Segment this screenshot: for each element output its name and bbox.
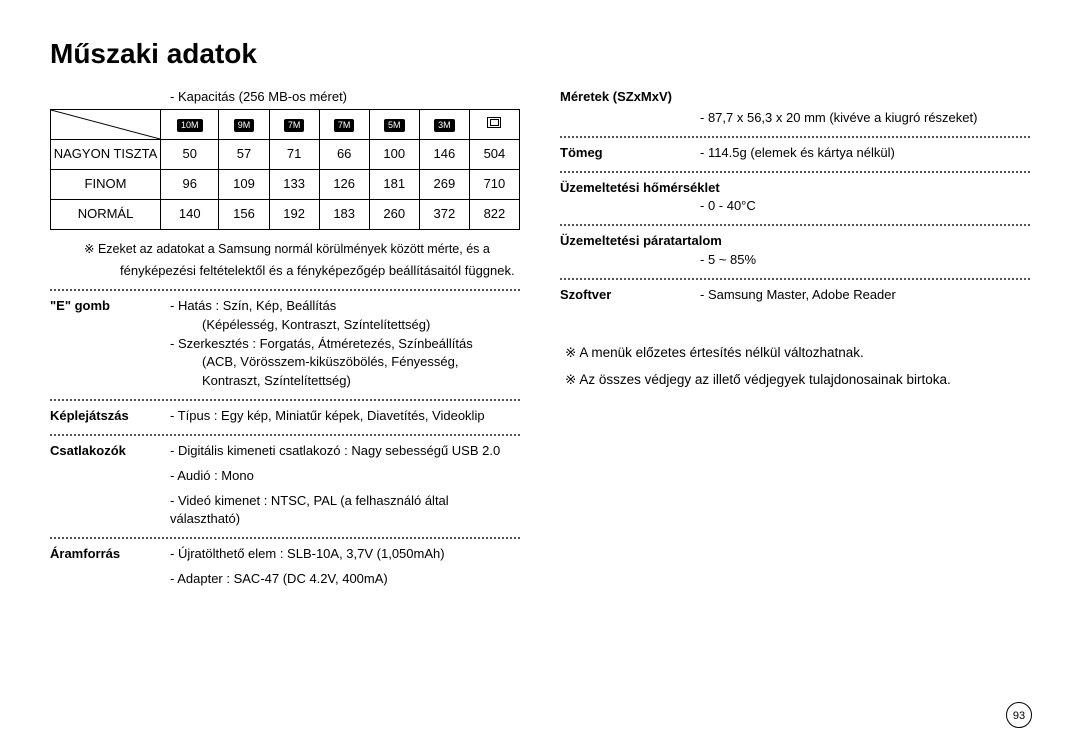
divider (50, 399, 520, 401)
spec-value: - Digitális kimeneti csatlakozó : Nagy s… (170, 442, 520, 529)
spec-value: - 0 - 40°C (560, 197, 1030, 216)
divider (50, 434, 520, 436)
capacity-table: 10M 9M 7M 7M 5M 3M NAGYON TISZTA 50 57 7… (50, 109, 520, 230)
spec-dimensions: Méretek (SZxMxV) (560, 88, 1030, 107)
col-badge: 5M (369, 109, 419, 139)
spec-connectors: Csatlakozók - Digitális kimeneti csatlak… (50, 442, 520, 529)
spec-playback: Képlejátszás - Típus : Egy kép, Miniatűr… (50, 407, 520, 426)
row-label: NORMÁL (51, 199, 161, 229)
row-label: FINOM (51, 169, 161, 199)
col-badge: 9M (219, 109, 269, 139)
spec-value: - Hatás : Szín, Kép, Beállítás (Képéless… (170, 297, 520, 391)
spec-e-button: "E" gomb - Hatás : Szín, Kép, Beállítás … (50, 297, 520, 391)
divider (560, 136, 1030, 138)
divider (560, 224, 1030, 226)
spec-value (700, 88, 1030, 107)
col-frame-icon (469, 109, 519, 139)
spec-weight: Tömeg - 114.5g (elemek és kártya nélkül) (560, 144, 1030, 163)
spec-value: - 5 ~ 85% (560, 251, 1030, 270)
row-label: NAGYON TISZTA (51, 139, 161, 169)
spec-humidity: Üzemeltetési páratartalom - 5 ~ 85% (560, 232, 1030, 270)
divider (560, 278, 1030, 280)
spec-label: Tömeg (560, 144, 700, 163)
table-header-row: 10M 9M 7M 7M 5M 3M (51, 109, 520, 139)
spec-software: Szoftver - Samsung Master, Adobe Reader (560, 286, 1030, 305)
spec-value: - 87,7 x 56,3 x 20 mm (kivéve a kiugró r… (560, 109, 1030, 128)
spec-value: - Újratölthető elem : SLB-10A, 3,7V (1,0… (170, 545, 520, 589)
spec-value: - Típus : Egy kép, Miniatűr képek, Diave… (170, 407, 520, 426)
divider (50, 289, 520, 291)
right-column: Méretek (SZxMxV) - 87,7 x 56,3 x 20 mm (… (560, 88, 1030, 591)
table-row: FINOM 96 109 133 126 181 269 710 (51, 169, 520, 199)
table-row: NORMÁL 140 156 192 183 260 372 822 (51, 199, 520, 229)
spec-label: Csatlakozók (50, 442, 170, 529)
spec-power: Áramforrás - Újratölthető elem : SLB-10A… (50, 545, 520, 589)
capacity-caption: - Kapacitás (256 MB-os méret) (50, 88, 520, 107)
table-corner-cell (51, 109, 161, 139)
page-number: 93 (1006, 702, 1032, 728)
col-badge: 7M (269, 109, 319, 139)
left-column: - Kapacitás (256 MB-os méret) 10M 9M 7M … (50, 88, 520, 591)
col-badge: 10M (161, 109, 219, 139)
trademark-note: ※ Az összes védjegy az illető védjegyek … (560, 370, 1030, 390)
col-badge: 7M (319, 109, 369, 139)
page-title: Műszaki adatok (50, 38, 1030, 70)
table-row: NAGYON TISZTA 50 57 71 66 100 146 504 (51, 139, 520, 169)
disclaimer-note: ※ A menük előzetes értesítés nélkül vált… (560, 343, 1030, 363)
spec-label: Szoftver (560, 286, 700, 305)
spec-label: "E" gomb (50, 297, 170, 391)
spec-label: Üzemeltetési hőmérséklet (560, 179, 1030, 198)
spec-label: Képlejátszás (50, 407, 170, 426)
spec-label: Méretek (SZxMxV) (560, 88, 700, 107)
col-badge: 3M (419, 109, 469, 139)
divider (560, 171, 1030, 173)
table-footnote-cont: fényképezési feltételektől és a fényképe… (50, 262, 520, 281)
table-footnote: ※ Ezeket az adatokat a Samsung normál kö… (50, 240, 520, 258)
spec-value: - Samsung Master, Adobe Reader (700, 286, 1030, 305)
spec-label: Üzemeltetési páratartalom (560, 232, 1030, 251)
spec-temperature: Üzemeltetési hőmérséklet - 0 - 40°C (560, 179, 1030, 217)
spec-value: - 114.5g (elemek és kártya nélkül) (700, 144, 1030, 163)
spec-label: Áramforrás (50, 545, 170, 589)
divider (50, 537, 520, 539)
